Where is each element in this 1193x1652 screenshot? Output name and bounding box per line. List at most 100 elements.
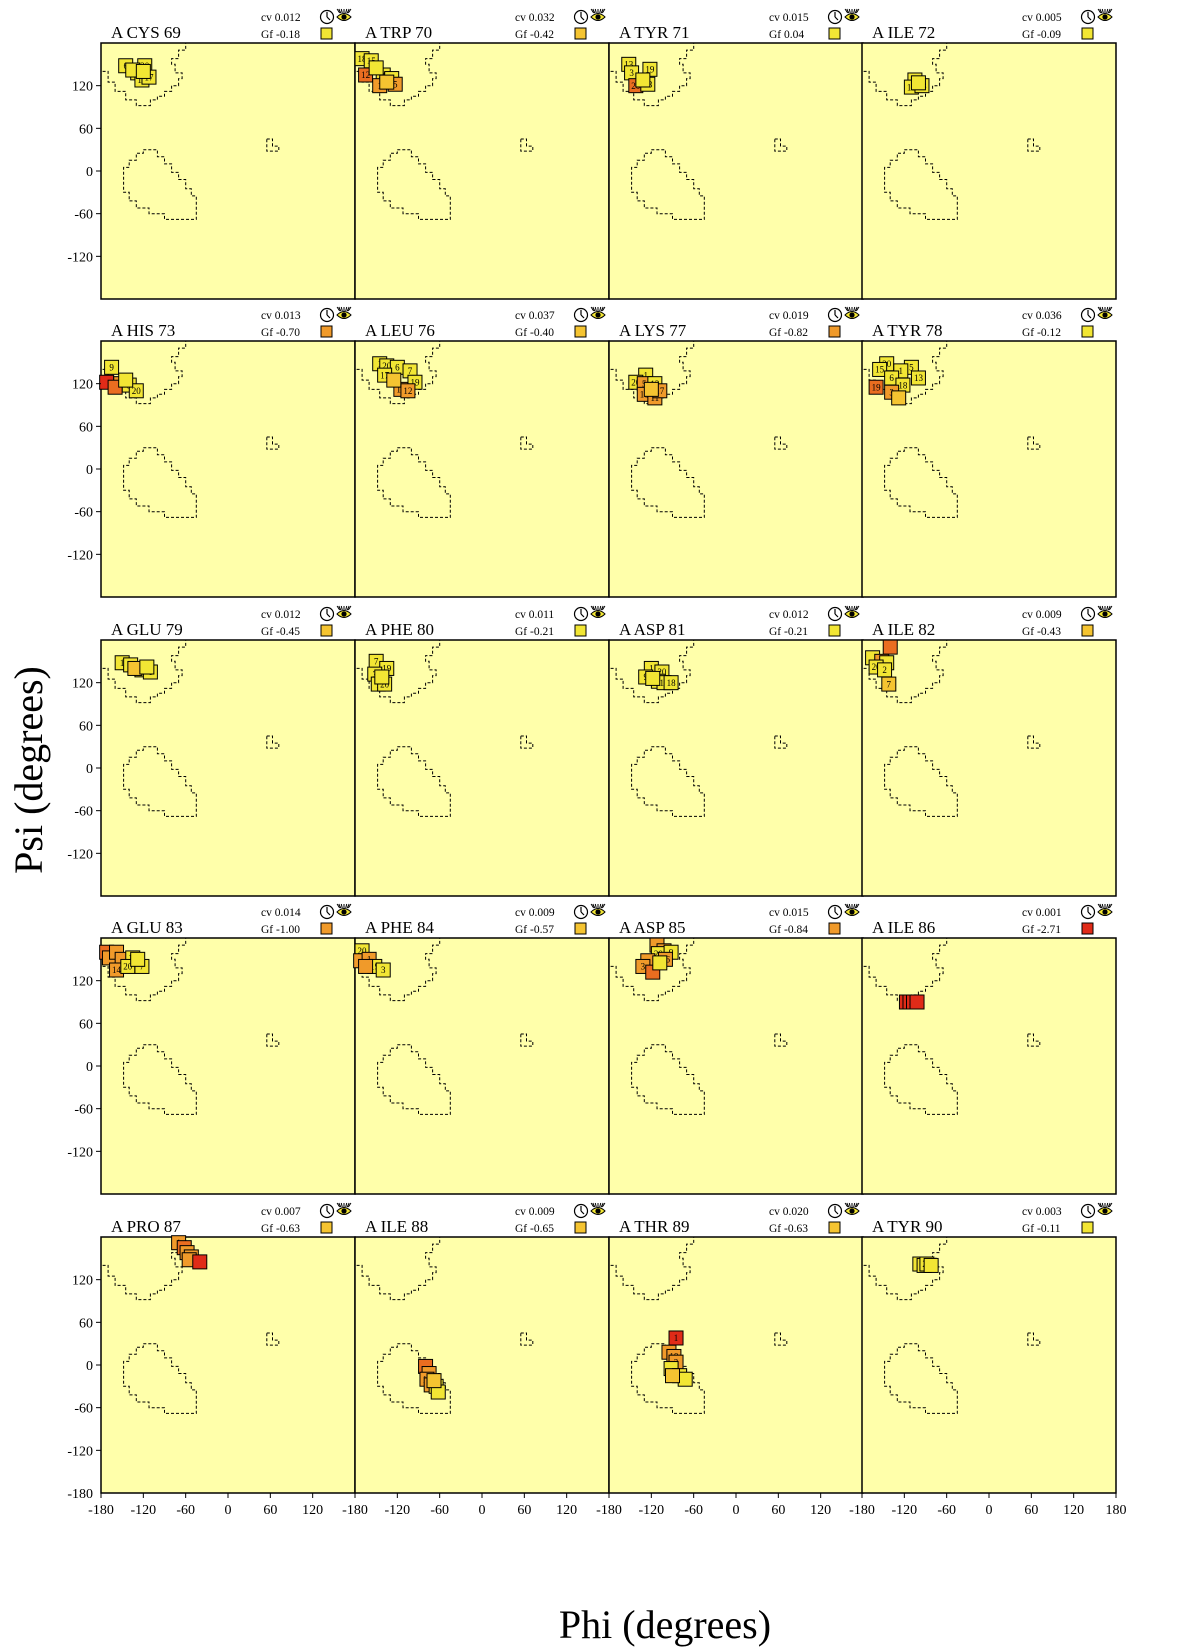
panel-cv: cv 0.019 xyxy=(769,310,809,322)
gf-swatch xyxy=(1081,922,1094,935)
eye-icon xyxy=(1097,903,1113,916)
clock-icon xyxy=(319,606,335,622)
alpha-region-contour xyxy=(631,1044,705,1115)
x-tick-label: -120 xyxy=(638,1503,664,1518)
left-helix-contour xyxy=(266,1332,280,1346)
panel-cv: cv 0.011 xyxy=(515,609,554,621)
y-tick-label: 60 xyxy=(79,122,93,137)
point-label: 5 xyxy=(393,79,398,89)
point-label: 7 xyxy=(408,366,413,376)
panel-title: A GLU 83 xyxy=(111,918,183,937)
gf-swatch xyxy=(828,922,841,935)
x-tick-label: 60 xyxy=(263,1503,277,1518)
point-label: 20 xyxy=(382,361,392,371)
eye-icon xyxy=(1097,1202,1113,1215)
y-tick-label: 120 xyxy=(72,677,93,692)
x-tick-label: -180 xyxy=(849,1503,875,1518)
point-label: 3 xyxy=(381,965,386,975)
gf-swatch xyxy=(828,325,841,338)
panel-title: A PRO 87 xyxy=(111,1217,181,1236)
beta-region-contour xyxy=(861,640,948,704)
panel-gf: Gf -0.84 xyxy=(769,924,808,936)
data-point xyxy=(909,994,925,1010)
panel-cv: cv 0.012 xyxy=(769,609,809,621)
plot-area xyxy=(608,937,864,1195)
panel-cv: cv 0.009 xyxy=(515,907,555,919)
panel-gf: Gf -0.45 xyxy=(261,626,300,638)
point-label: 1 xyxy=(120,658,125,668)
data-point: 13 xyxy=(910,370,926,386)
clock-icon xyxy=(573,606,589,622)
clock-icon xyxy=(319,904,335,920)
point-label: 2 xyxy=(882,665,887,675)
x-tick-label: -120 xyxy=(891,1503,917,1518)
panel-cv: cv 0.037 xyxy=(515,310,555,322)
point-label: 12 xyxy=(403,386,412,396)
data-point xyxy=(882,639,898,655)
point-label: 13 xyxy=(914,373,924,383)
panel-gf: Gf -0.11 xyxy=(1022,1223,1061,1235)
plot-area xyxy=(100,340,356,598)
gf-swatch xyxy=(320,27,333,40)
left-helix-contour xyxy=(774,1033,788,1047)
point-label: 19 xyxy=(382,664,392,674)
alpha-region-contour xyxy=(631,1343,705,1414)
x-tick-label: -60 xyxy=(684,1503,703,1518)
y-tick-label: 60 xyxy=(79,420,93,435)
point-label: 18 xyxy=(358,54,368,64)
gf-swatch xyxy=(574,325,587,338)
data-point xyxy=(426,1373,442,1389)
data-point xyxy=(891,390,907,406)
point-label: 7 xyxy=(374,657,379,667)
panel-title: A ASP 85 xyxy=(619,918,685,937)
y-tick-label: -60 xyxy=(74,1402,93,1417)
panel-title: A ILE 72 xyxy=(872,23,935,42)
panel-gf: Gf -0.57 xyxy=(515,924,554,936)
left-helix-contour xyxy=(774,735,788,749)
point-label: 19 xyxy=(872,382,882,392)
panel-cv: cv 0.015 xyxy=(769,907,809,919)
y-tick-label: -60 xyxy=(74,506,93,521)
panel-title: A ASP 81 xyxy=(619,620,685,639)
left-helix-contour xyxy=(520,735,534,749)
alpha-region-contour xyxy=(123,746,197,817)
x-tick-label: -180 xyxy=(596,1503,622,1518)
eye-icon xyxy=(844,605,860,618)
x-tick-label: 0 xyxy=(986,1503,993,1518)
beta-region-contour xyxy=(608,43,695,107)
beta-region-contour xyxy=(608,640,695,704)
data-point: 15 xyxy=(872,361,888,377)
beta-region-contour xyxy=(354,938,441,1002)
y-tick-label: 0 xyxy=(86,463,93,478)
panel-cv: cv 0.007 xyxy=(261,1206,301,1218)
panel-gf: Gf -0.82 xyxy=(769,327,808,339)
plot-area xyxy=(354,937,610,1195)
clock-icon xyxy=(1080,1203,1096,1219)
panel-cv: cv 0.012 xyxy=(261,609,301,621)
panel-title: A LEU 76 xyxy=(365,321,435,340)
eye-icon xyxy=(590,903,606,916)
x-tick-label: 120 xyxy=(302,1503,323,1518)
x-tick-label: 120 xyxy=(1063,1503,1084,1518)
data-point xyxy=(130,951,146,967)
panel-title: A HIS 73 xyxy=(111,321,175,340)
clock-icon xyxy=(827,1203,843,1219)
left-helix-contour xyxy=(1027,1332,1041,1346)
x-tick-label: -180 xyxy=(342,1503,368,1518)
alpha-region-contour xyxy=(377,447,451,518)
eye-icon xyxy=(590,605,606,618)
x-tick-label: 60 xyxy=(771,1503,785,1518)
point-label: 18 xyxy=(667,678,677,688)
clock-icon xyxy=(1080,606,1096,622)
point-label: 15 xyxy=(875,365,885,375)
y-tick-label: -60 xyxy=(74,1103,93,1118)
panel-cv: cv 0.012 xyxy=(261,12,301,24)
